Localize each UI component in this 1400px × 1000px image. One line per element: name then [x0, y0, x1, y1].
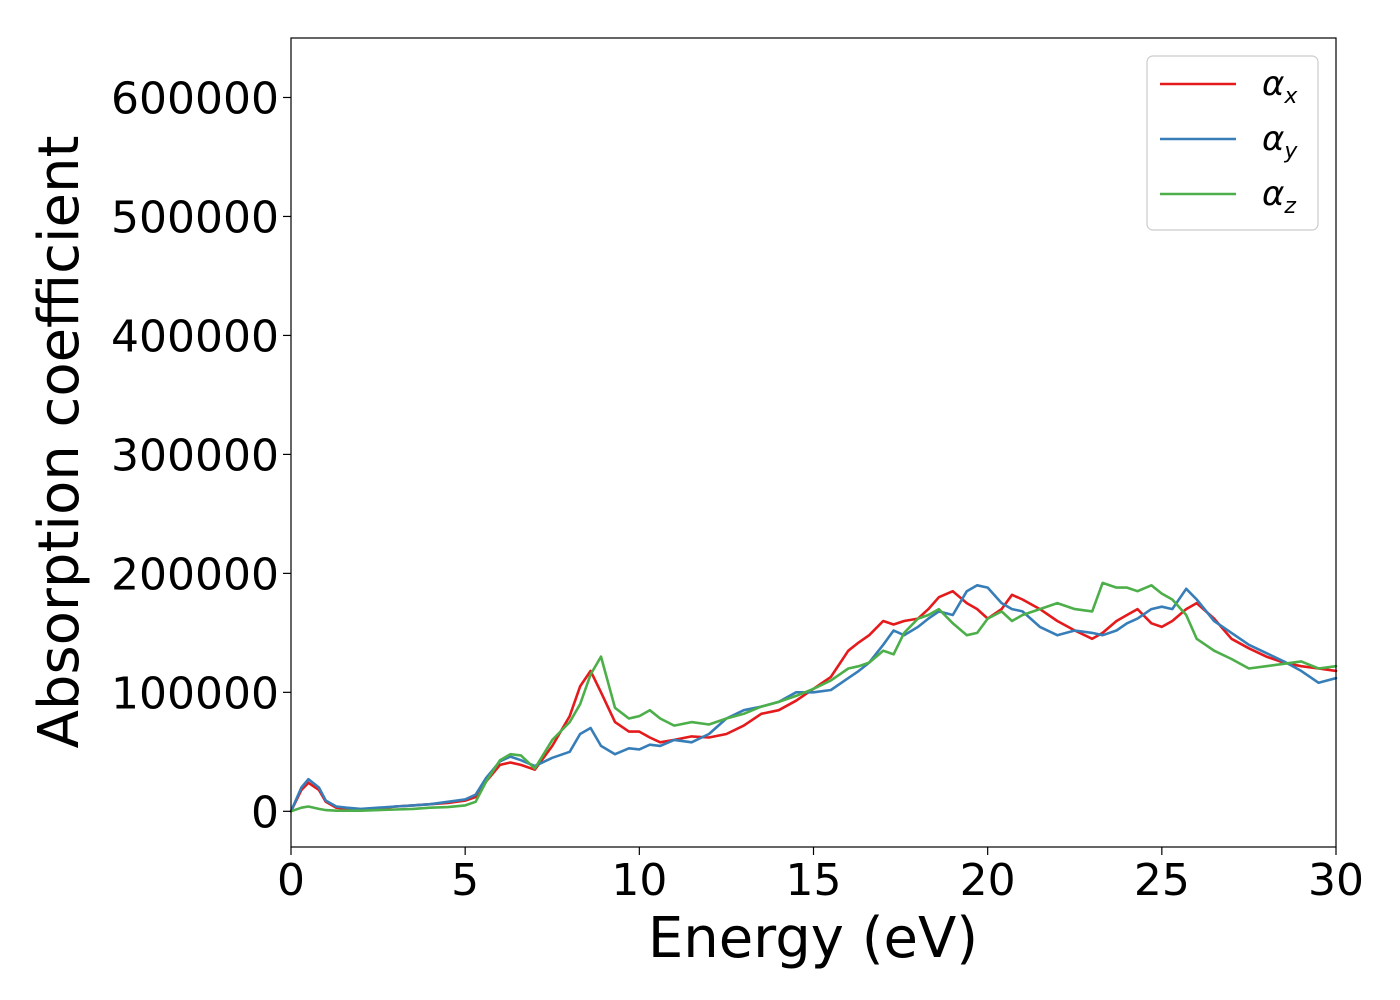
y-tick-label: 600000	[111, 73, 279, 124]
y-tick-label: 100000	[111, 668, 279, 719]
y-axis-label: Absorption coefficient	[27, 136, 92, 749]
y-tick-label: 300000	[111, 430, 279, 481]
legend-label-2: αy	[1262, 119, 1298, 164]
x-tick-label: 5	[451, 855, 479, 906]
series-layer	[289, 581, 1338, 813]
y-tick-label: 200000	[111, 549, 279, 600]
x-axis-label: Energy (eV)	[648, 906, 978, 971]
x-tick-label: 0	[277, 855, 305, 906]
y-tick-label: 400000	[111, 311, 279, 362]
y-tick-label: 0	[251, 787, 279, 838]
legend-label-1: αx	[1262, 64, 1298, 109]
x-tick-label: 30	[1308, 855, 1364, 906]
legend-frame	[1146, 55, 1319, 231]
series-line-3	[289, 581, 1338, 813]
y-tick-label: 500000	[111, 192, 279, 243]
x-tick-label: 15	[786, 855, 842, 906]
x-tick-label: 20	[960, 855, 1016, 906]
x-axis-ticks: 0 5 10 15 20 25 30	[277, 847, 1364, 906]
series-line-2	[289, 583, 1338, 813]
x-tick-label: 25	[1134, 855, 1190, 906]
y-axis-ticks: 0 100000 200000 300000 400000 500000 600000	[111, 73, 291, 838]
legend-label-3: αz	[1262, 174, 1296, 219]
legend: αx αy αz	[1146, 55, 1319, 231]
x-tick-label: 10	[611, 855, 667, 906]
